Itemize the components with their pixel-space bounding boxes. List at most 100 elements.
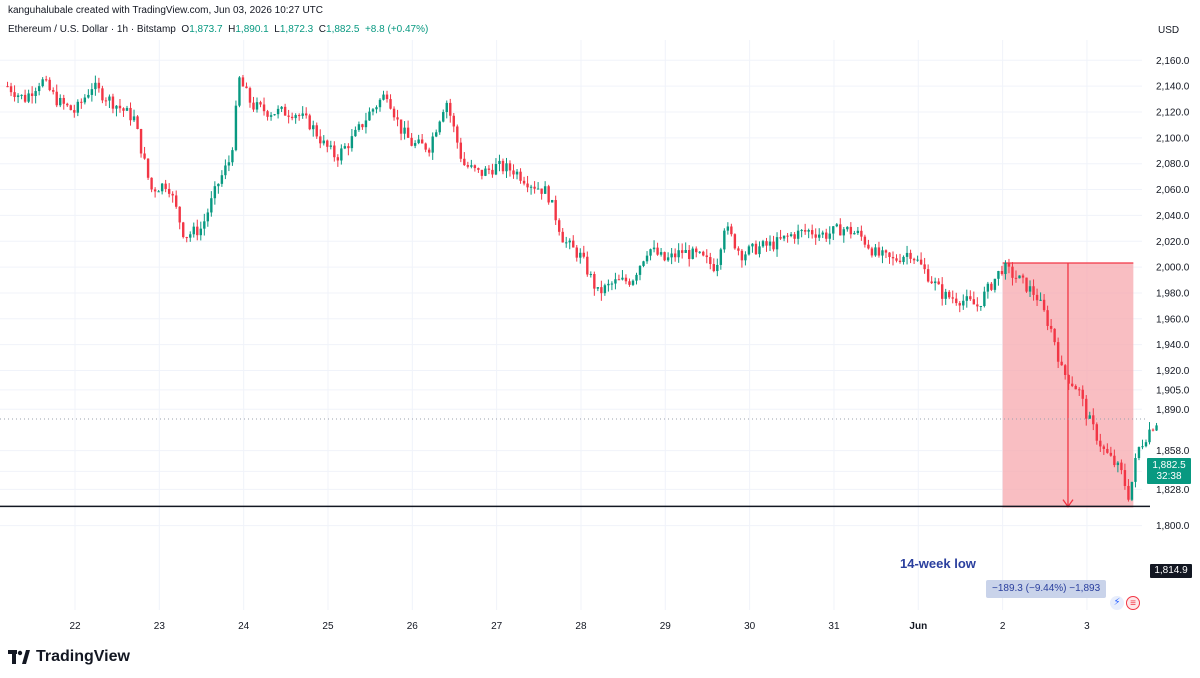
x-tick-label: 3 xyxy=(1084,621,1090,632)
change-value: +8.8 (+0.47%) xyxy=(364,24,429,35)
candle xyxy=(30,93,34,97)
candle xyxy=(881,250,884,256)
candle xyxy=(916,259,919,261)
candle xyxy=(1137,447,1141,459)
candle xyxy=(512,170,515,175)
candle xyxy=(832,226,835,234)
candle xyxy=(905,252,909,257)
x-tick-label: 25 xyxy=(322,621,334,632)
candle xyxy=(561,231,564,243)
candle xyxy=(420,139,424,144)
candle xyxy=(368,111,371,121)
candle xyxy=(726,226,730,231)
candle xyxy=(600,287,603,294)
y-tick-label: 1,858.0 xyxy=(1156,446,1190,457)
candle xyxy=(666,257,670,261)
candle xyxy=(505,163,508,172)
currency-label[interactable]: USD xyxy=(1158,25,1180,36)
us-flag-icon[interactable]: ≡ xyxy=(1126,596,1140,610)
candle xyxy=(919,259,923,265)
candle xyxy=(245,86,248,89)
candle xyxy=(593,274,596,289)
candle xyxy=(146,158,150,178)
candle xyxy=(241,77,245,87)
candle xyxy=(139,129,143,154)
candle xyxy=(1056,342,1060,362)
candle xyxy=(877,247,881,256)
candle xyxy=(1042,299,1046,311)
candle xyxy=(684,250,687,253)
candle xyxy=(898,260,902,263)
candle xyxy=(487,168,491,170)
candle xyxy=(160,183,164,192)
measure-label[interactable]: −189.3 (−9.44%) −1,893 xyxy=(986,580,1107,598)
candle xyxy=(491,169,494,175)
candle xyxy=(617,279,621,281)
candle xyxy=(821,232,824,235)
candle xyxy=(948,291,951,298)
candle xyxy=(986,283,990,292)
candle xyxy=(993,278,997,290)
candle xyxy=(382,94,385,100)
candle xyxy=(196,226,199,236)
event-flags: ⚡ ≡ xyxy=(1110,596,1140,610)
candle xyxy=(1004,263,1007,275)
candle xyxy=(856,230,860,234)
candle xyxy=(290,116,294,119)
candle xyxy=(751,243,754,247)
candle xyxy=(1081,389,1084,399)
candle xyxy=(234,105,238,151)
candle xyxy=(501,160,505,172)
candle xyxy=(231,150,234,163)
candle xyxy=(723,230,726,250)
candle xyxy=(1028,286,1032,292)
candle xyxy=(712,264,715,272)
candle xyxy=(716,264,719,272)
candle xyxy=(923,264,926,270)
tradingview-logo[interactable]: TradingView xyxy=(8,648,130,666)
candle xyxy=(628,281,631,285)
lightning-icon[interactable]: ⚡ xyxy=(1110,596,1124,610)
candle xyxy=(874,247,877,256)
candle xyxy=(389,99,392,109)
symbol-name[interactable]: Ethereum / U.S. Dollar · 1h · Bitstamp xyxy=(8,24,176,35)
candle xyxy=(340,148,343,161)
candle xyxy=(747,246,751,255)
candle xyxy=(276,108,280,115)
candle xyxy=(1141,446,1144,448)
candle xyxy=(466,165,470,167)
candle xyxy=(810,230,814,235)
candle xyxy=(301,113,304,116)
candle xyxy=(1049,325,1053,329)
candle xyxy=(522,180,526,184)
candle xyxy=(1127,485,1130,500)
candle xyxy=(1011,266,1014,278)
annotation-14-week-low[interactable]: 14-week low xyxy=(900,556,976,571)
candle xyxy=(1155,425,1158,431)
candle xyxy=(533,186,536,189)
candle xyxy=(607,283,610,286)
y-tick-label: 2,000.0 xyxy=(1156,263,1190,274)
candle xyxy=(677,250,680,258)
candle xyxy=(631,280,635,285)
candle xyxy=(174,195,178,207)
candle xyxy=(709,257,712,265)
candle xyxy=(480,169,484,176)
candle xyxy=(97,82,101,89)
candle xyxy=(189,234,192,238)
candle xyxy=(550,200,554,203)
candle xyxy=(526,183,529,188)
candle xyxy=(645,255,649,262)
candle xyxy=(329,145,333,147)
candle xyxy=(227,162,231,166)
candle xyxy=(396,117,399,120)
candle xyxy=(20,94,23,96)
candle xyxy=(758,246,761,255)
candle xyxy=(656,247,659,255)
candle xyxy=(695,248,698,253)
candle xyxy=(1021,275,1025,278)
candle xyxy=(361,124,364,128)
candle xyxy=(108,96,111,101)
y-tick-label: 1,980.0 xyxy=(1156,288,1190,299)
